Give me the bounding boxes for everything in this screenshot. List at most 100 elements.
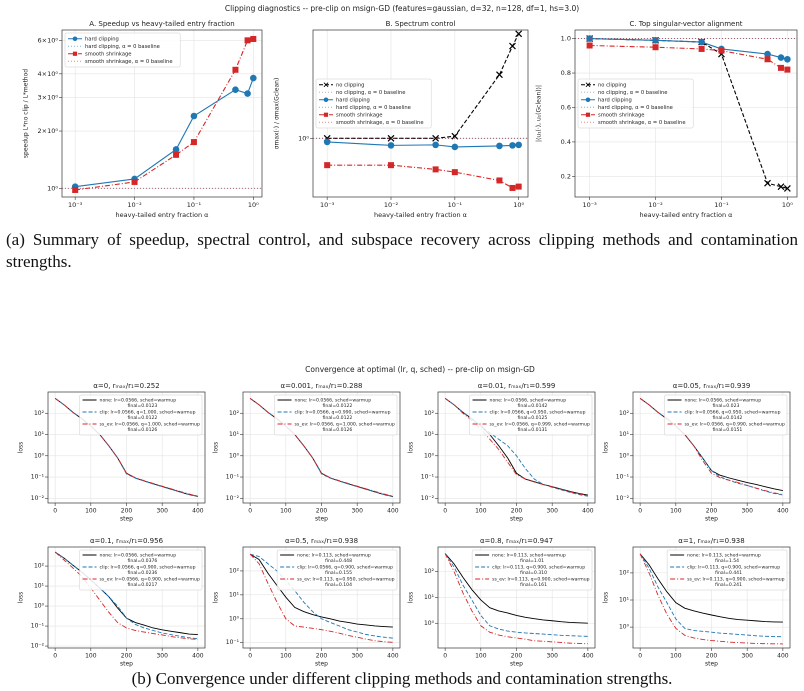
data-point	[244, 37, 251, 44]
legend-label: ss_ev: lr=0.113, q=0.900, sched=warmup	[687, 577, 784, 583]
plot-data	[313, 30, 528, 191]
y-axis-label: loss	[213, 442, 220, 454]
data-point	[451, 132, 459, 140]
legend-box	[469, 394, 593, 436]
legend-note: final=0.023	[713, 403, 740, 409]
legend-note: final=0.310	[520, 570, 547, 576]
y-tick-label: 10⁻¹	[226, 639, 240, 646]
chart-panel: 10⁰ 10⁻³ 10⁻² 10⁻¹ 10⁰ B. Spectrum control hea…	[274, 20, 529, 219]
legend-label: none: lr=0.0566, sched=warmup	[685, 398, 762, 404]
y-tick-label: 10⁻¹	[616, 474, 630, 481]
y-tick-label: 10⁻²	[226, 495, 240, 502]
y-tick-label: 2×10⁰	[38, 127, 59, 135]
y-axis-label: loss	[18, 592, 25, 604]
legend-note: final=0.0142	[713, 415, 743, 421]
chart-title: α=0.5, rₘₐₓ/r₁=0.938	[285, 537, 358, 545]
chart-panel: 10⁻² 10⁻¹ 10⁰ 10¹ 10² 0 100 200 300 400 α=0.01, rₘ…	[408, 382, 596, 523]
data-point	[323, 138, 331, 146]
y-axis-label: |⟨u₁(·), u₁(Gclean)⟩|	[536, 85, 543, 142]
y-tick-label: 6×10⁰	[38, 36, 59, 44]
y-tick-label: 10⁰	[424, 452, 435, 459]
y-axis-label: loss	[213, 592, 220, 604]
y-tick-label: 10²	[229, 567, 240, 574]
data-point	[515, 183, 522, 190]
x-tick-label: 0	[248, 508, 252, 515]
x-tick-label: 100	[85, 653, 97, 660]
legend-note: final=0.0236	[128, 570, 158, 576]
y-tick-label: 10⁻¹	[421, 474, 435, 481]
legend-note: final=0.0151	[713, 427, 743, 433]
legend-label: smooth shrinkage	[85, 51, 132, 57]
legend-label: hard clipping, α = 0 baseline	[336, 105, 411, 111]
chart-panel: 0.2 0.4 0.6 0.8 1.0 10⁻³ 10⁻² 10⁻¹ 10⁰ C. Top sin…	[536, 20, 798, 219]
legend-note: final=0.104	[325, 582, 352, 588]
legend-label: smooth shrinkage, α = 0 baseline	[85, 59, 173, 65]
x-tick-label: 200	[121, 508, 133, 515]
legend-label: smooth shrinkage, α = 0 baseline	[598, 120, 686, 126]
legend-label: none: lr=0.0566, sched=warmup	[100, 553, 177, 559]
legend-label: clip: lr=0.0566, q=0.990, sched=warmup	[295, 410, 391, 416]
legend-label: ss_ev: lr=0.0566, q=0.990, sched=warmup	[685, 422, 785, 428]
legend-label: hard clipping, α = 0 baseline	[85, 44, 160, 50]
legend-note: final=0.0217	[128, 582, 158, 588]
legend-label: ss_ev: lr=0.113, q=0.950, sched=warmup	[297, 577, 394, 583]
chart-title: α=0.01, rₘₐₓ/r₁=0.599	[478, 382, 556, 390]
legend: none: lr=0.0566, sched=warmup final=0.012…	[274, 394, 398, 436]
x-tick-label: 100	[475, 653, 487, 660]
plot-frame	[574, 29, 798, 198]
data-point	[698, 38, 705, 46]
legend-label: no clipping	[598, 82, 626, 88]
legend-marker	[323, 82, 329, 88]
y-tick-label: 0.2	[561, 172, 571, 180]
x-tick-label: 100	[670, 653, 682, 660]
legend: none: lr=0.113, sched=warmupfinal=0.448c…	[276, 549, 398, 591]
x-axis-label: step	[705, 661, 718, 668]
chart-title: α=0.001, rₘₐₓ/r₁=0.288	[280, 382, 362, 390]
data-point	[131, 178, 138, 185]
legend-label: none: lr=0.113, sched=warmup	[297, 553, 371, 559]
legend-marker	[585, 82, 591, 88]
x-tick-label: 0	[443, 508, 447, 515]
plot-frame	[437, 391, 596, 504]
y-tick-label: 10²	[619, 569, 630, 576]
x-tick-label: 300	[741, 653, 753, 660]
x-tick-label: 10⁰	[782, 201, 793, 209]
legend-note: final=1.01	[520, 558, 544, 564]
chart-panel: 10⁻¹ 10⁰ 10¹ 10² 0 100 200 300 400 α=0.5, rₘₐₓ/r₁…	[213, 537, 401, 668]
y-tick-label: 10⁻¹	[31, 623, 45, 630]
legend-label: none: lr=0.0566, sched=warmup	[295, 398, 372, 404]
data-point	[764, 56, 771, 63]
y-tick-label: 10⁰	[298, 134, 309, 142]
legend-label: none: lr=0.0566, sched=warmup	[100, 398, 177, 404]
x-tick-label: 300	[351, 508, 363, 515]
x-tick-label: 0	[53, 653, 57, 660]
legend-note: final=0.0122	[323, 415, 353, 421]
plot-data	[639, 553, 783, 645]
legend-note: final=0.241	[715, 582, 742, 588]
data-point	[324, 162, 331, 169]
x-tick-label: 10⁻²	[127, 201, 142, 209]
legend-label: clip: lr=0.0566, q=0.900, sched=warmup	[100, 565, 196, 571]
series-line	[249, 553, 393, 628]
plot-frame	[437, 546, 596, 649]
data-point	[509, 142, 516, 149]
y-tick-label: 10¹	[229, 591, 240, 598]
x-tick-label: 100	[85, 508, 97, 515]
legend-box	[276, 549, 398, 591]
series-line	[444, 398, 588, 497]
y-tick-label: 0.6	[561, 103, 571, 111]
data-point	[387, 134, 395, 142]
data-point	[250, 35, 257, 42]
y-tick-label: 10⁰	[34, 452, 45, 459]
x-tick-label: 10⁻³	[68, 201, 83, 209]
legend-note: final=0.0125	[518, 415, 548, 421]
x-tick-label: 10⁻³	[582, 201, 597, 209]
data-point	[387, 142, 395, 149]
plot-data	[54, 398, 198, 497]
y-tick-label: 10⁻²	[31, 495, 45, 502]
x-tick-label: 0	[53, 508, 57, 515]
data-point	[432, 166, 439, 173]
